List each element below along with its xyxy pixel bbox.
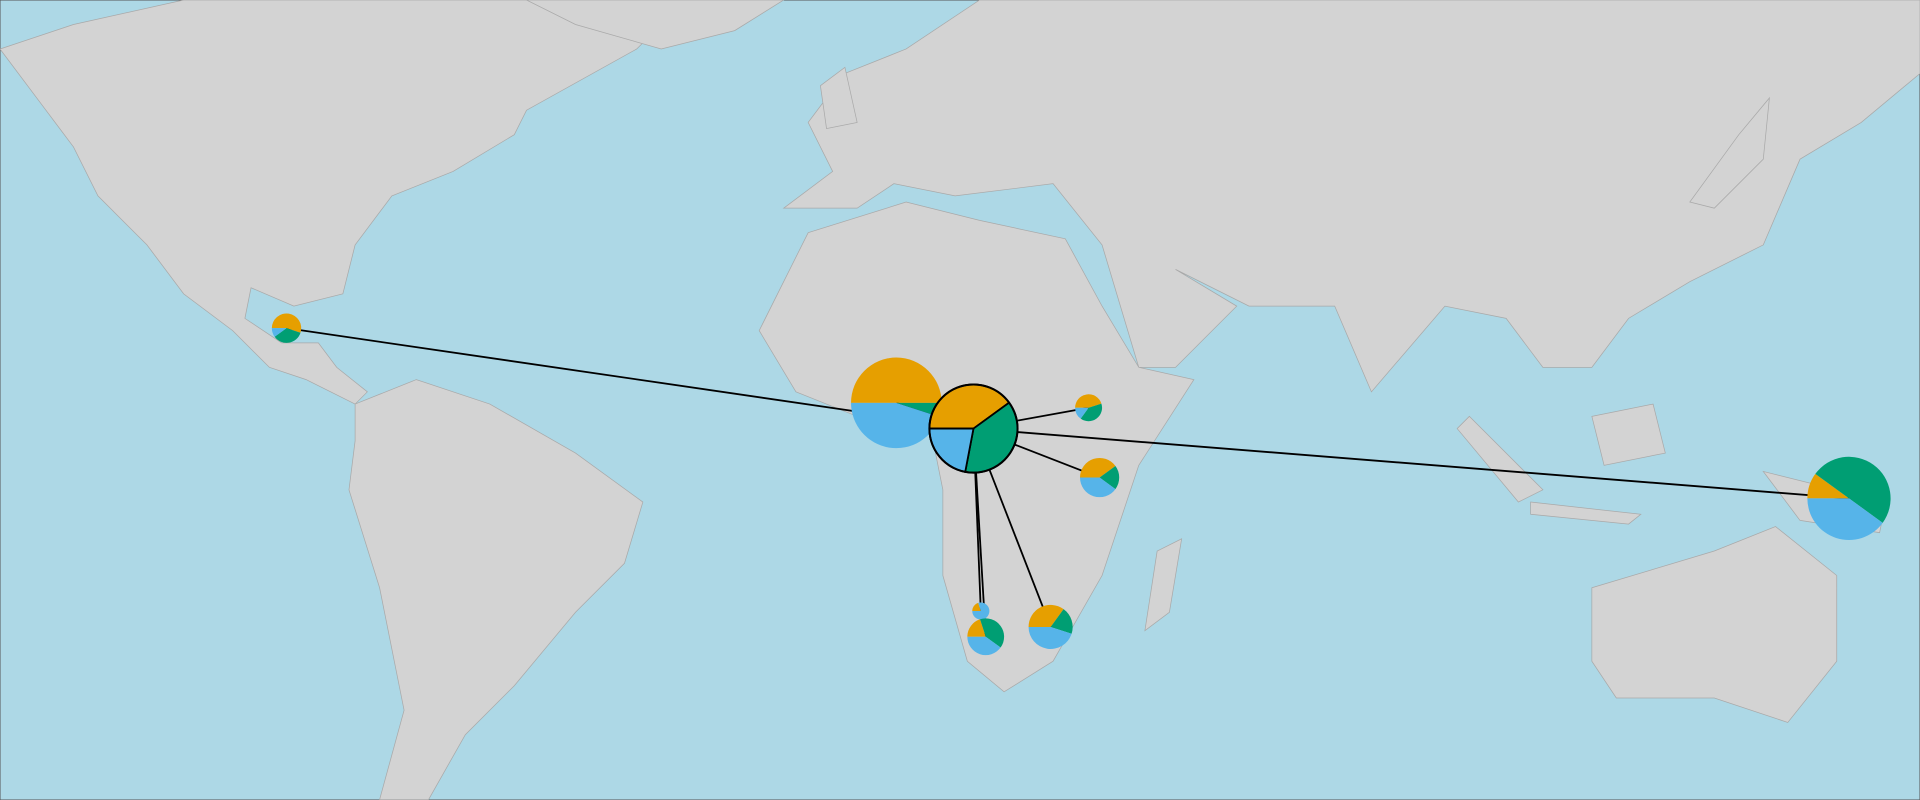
pie-slice: [1807, 473, 1849, 499]
eurasia: [782, 0, 1920, 393]
greenland: [526, 0, 785, 50]
pie-slice: [967, 636, 1001, 656]
link: [973, 427, 1850, 500]
borneo: [1591, 403, 1666, 466]
pie-slice: [1028, 604, 1064, 627]
sumatra: [1456, 415, 1544, 503]
pie-slice: [1807, 498, 1883, 541]
britain: [820, 66, 858, 130]
pie-slice: [1815, 456, 1891, 523]
pie-slice: [271, 313, 302, 333]
pie-slice: [1080, 477, 1116, 498]
pie: [1807, 456, 1891, 541]
pie-slice: [1099, 466, 1120, 490]
pie-outline: [928, 383, 1019, 474]
pie-slice: [972, 602, 981, 612]
pie-slice: [1028, 626, 1072, 649]
pie-slice: [271, 328, 287, 337]
pie: [1080, 457, 1120, 498]
pie-slice: [1050, 609, 1073, 634]
pie-slice: [972, 602, 990, 620]
pie: [928, 383, 1019, 474]
pie: [1028, 604, 1073, 649]
pie-slice: [967, 619, 986, 637]
madagascar: [1144, 538, 1183, 632]
pie-slice: [851, 402, 940, 449]
pie-slice: [851, 357, 942, 403]
pie-slice: [1080, 403, 1103, 422]
pie: [967, 618, 1005, 656]
pie-slice: [980, 618, 1005, 648]
pie: [851, 357, 942, 449]
pie-slice: [1075, 407, 1089, 419]
pies: [271, 313, 1891, 656]
japan: [1689, 96, 1770, 209]
java: [1530, 501, 1642, 525]
pie-slice: [274, 328, 301, 343]
pie-slice: [1080, 457, 1116, 478]
pie-slice: [896, 402, 942, 417]
pie: [271, 313, 302, 343]
pie-slice: [1075, 394, 1102, 408]
south-america: [348, 379, 644, 800]
north-america: [0, 0, 687, 405]
pie: [972, 602, 990, 620]
pie: [1075, 394, 1103, 422]
australia: [1591, 526, 1838, 723]
